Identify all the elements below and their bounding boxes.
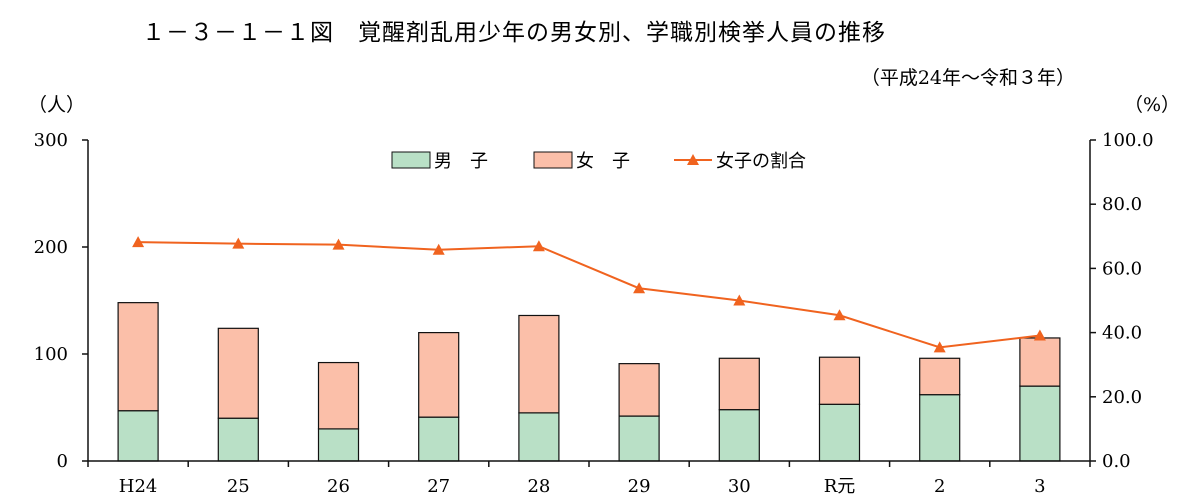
legend-female-swatch (533, 151, 573, 169)
left-tick-label: 300 (34, 130, 68, 151)
ratio-line-group (132, 236, 1046, 353)
bar-male (919, 394, 961, 462)
bar-male (217, 417, 259, 462)
bar-female (317, 361, 360, 430)
x-tick-label: 25 (227, 476, 250, 497)
bar-female (217, 327, 259, 419)
bar-male (317, 428, 360, 462)
ratio-marker (933, 341, 946, 353)
bar-male (618, 415, 660, 462)
x-axis-labels: H24 25 26 27 28 29 30 R元 2 3 (87, 461, 1091, 497)
ratio-marker (132, 236, 145, 248)
x-tick-label: 3 (1034, 476, 1045, 497)
bar-male (718, 409, 760, 462)
right-tick-label: 0.0 (1102, 451, 1131, 472)
x-tick-label: 30 (728, 476, 751, 497)
ratio-marker (733, 294, 746, 306)
legend-female-label: 女 子 (576, 151, 630, 172)
x-tick-label: 26 (327, 476, 350, 497)
legend-ratio-marker (687, 154, 699, 165)
bar-male (518, 412, 560, 462)
right-tick-label: 60.0 (1102, 258, 1142, 279)
right-tick-label: 40.0 (1102, 323, 1142, 344)
left-tick-label: 100 (34, 344, 68, 365)
left-tick-label: 0 (57, 451, 68, 472)
ratio-marker (432, 243, 445, 255)
bar-female (618, 363, 660, 417)
right-tick-label: 20.0 (1102, 387, 1142, 408)
bar-female (818, 356, 861, 405)
ratio-line (138, 241, 1041, 349)
x-tick-label: 2 (934, 476, 945, 497)
bar-male (818, 403, 861, 462)
x-tick-label: 27 (427, 476, 450, 497)
x-tick-label: 28 (527, 476, 550, 497)
x-tick-label: 29 (628, 476, 651, 497)
ratio-marker (532, 240, 545, 252)
legend-male-swatch (391, 151, 431, 169)
bar-female (117, 302, 159, 412)
legend-ratio-label: 女子の割合 (716, 151, 806, 172)
chart-subtitle: （平成24年～令和３年） (861, 67, 1075, 89)
bar-female (418, 332, 460, 418)
bar-male (1019, 385, 1061, 462)
legend-male-label: 男 子 (434, 151, 488, 172)
x-tick-label: R元 (824, 476, 856, 497)
left-axis-unit: （人） (28, 94, 85, 116)
bar-female (1019, 337, 1061, 387)
ratio-marker (232, 237, 245, 249)
bar-female (518, 314, 560, 414)
ratio-marker (1033, 329, 1046, 341)
ratio-marker (633, 282, 646, 294)
ratio-marker (332, 238, 345, 250)
x-tick-label: H24 (119, 476, 158, 497)
left-y-axis: 0 100 200 300 (34, 130, 89, 472)
bar-female (718, 357, 760, 411)
right-axis-unit: （%） (1124, 94, 1180, 116)
left-tick-label: 200 (34, 237, 68, 258)
ratio-marker (833, 309, 846, 321)
bar-male (117, 410, 159, 462)
right-tick-label: 80.0 (1102, 194, 1142, 215)
legend: 男 子 女 子 女子の割合 (391, 151, 806, 172)
right-tick-label: 100.0 (1102, 130, 1154, 151)
bar-female (919, 357, 961, 396)
chart-title: １－３－１－１図 覚醒剤乱用少年の男女別、学職別検挙人員の推移 (142, 20, 886, 46)
bar-male (418, 416, 460, 462)
bars-group (117, 302, 1061, 462)
right-y-axis: 0.0 20.0 40.0 60.0 80.0 100.0 (1089, 130, 1154, 472)
